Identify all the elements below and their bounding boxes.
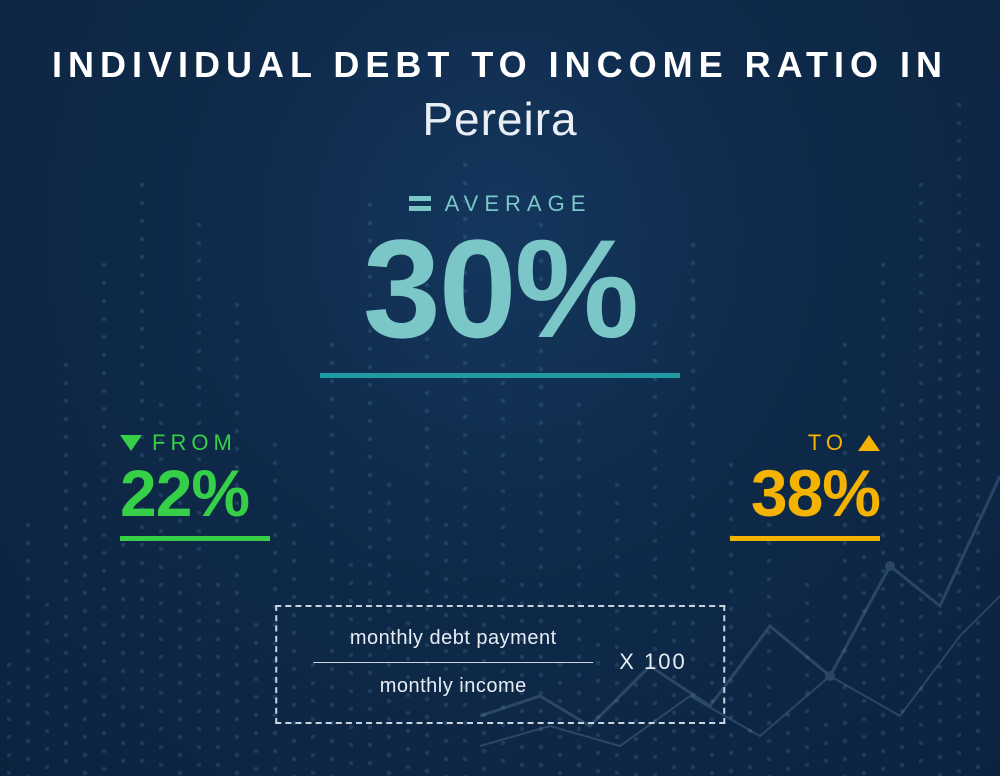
to-label: TO: [808, 430, 848, 456]
from-label: FROM: [152, 430, 237, 456]
average-underline: [320, 373, 680, 378]
average-value: 30%: [300, 219, 700, 359]
formula-denominator: monthly income: [313, 675, 593, 698]
to-block: TO 38%: [680, 430, 880, 541]
title-block: INDIVIDUAL DEBT TO INCOME RATIO IN Perei…: [0, 0, 1000, 146]
from-label-row: FROM: [120, 430, 237, 456]
formula-multiplier: X 100: [619, 649, 687, 675]
from-underline: [120, 536, 270, 541]
title-line1: INDIVIDUAL DEBT TO INCOME RATIO IN: [0, 44, 1000, 86]
to-underline: [730, 536, 880, 541]
formula-fraction: monthly debt payment monthly income: [313, 627, 593, 699]
from-block: FROM 22%: [120, 430, 320, 541]
equals-icon: [409, 196, 431, 211]
formula-numerator: monthly debt payment: [313, 627, 593, 650]
arrow-up-icon: [858, 435, 880, 451]
to-label-row: TO: [808, 430, 880, 456]
arrow-down-icon: [120, 435, 142, 451]
to-value: 38%: [680, 460, 880, 526]
title-line2: Pereira: [0, 92, 1000, 146]
from-value: 22%: [120, 460, 320, 526]
average-block: AVERAGE 30%: [300, 188, 700, 378]
fraction-bar: [313, 662, 593, 664]
formula-box: monthly debt payment monthly income X 10…: [275, 605, 725, 725]
